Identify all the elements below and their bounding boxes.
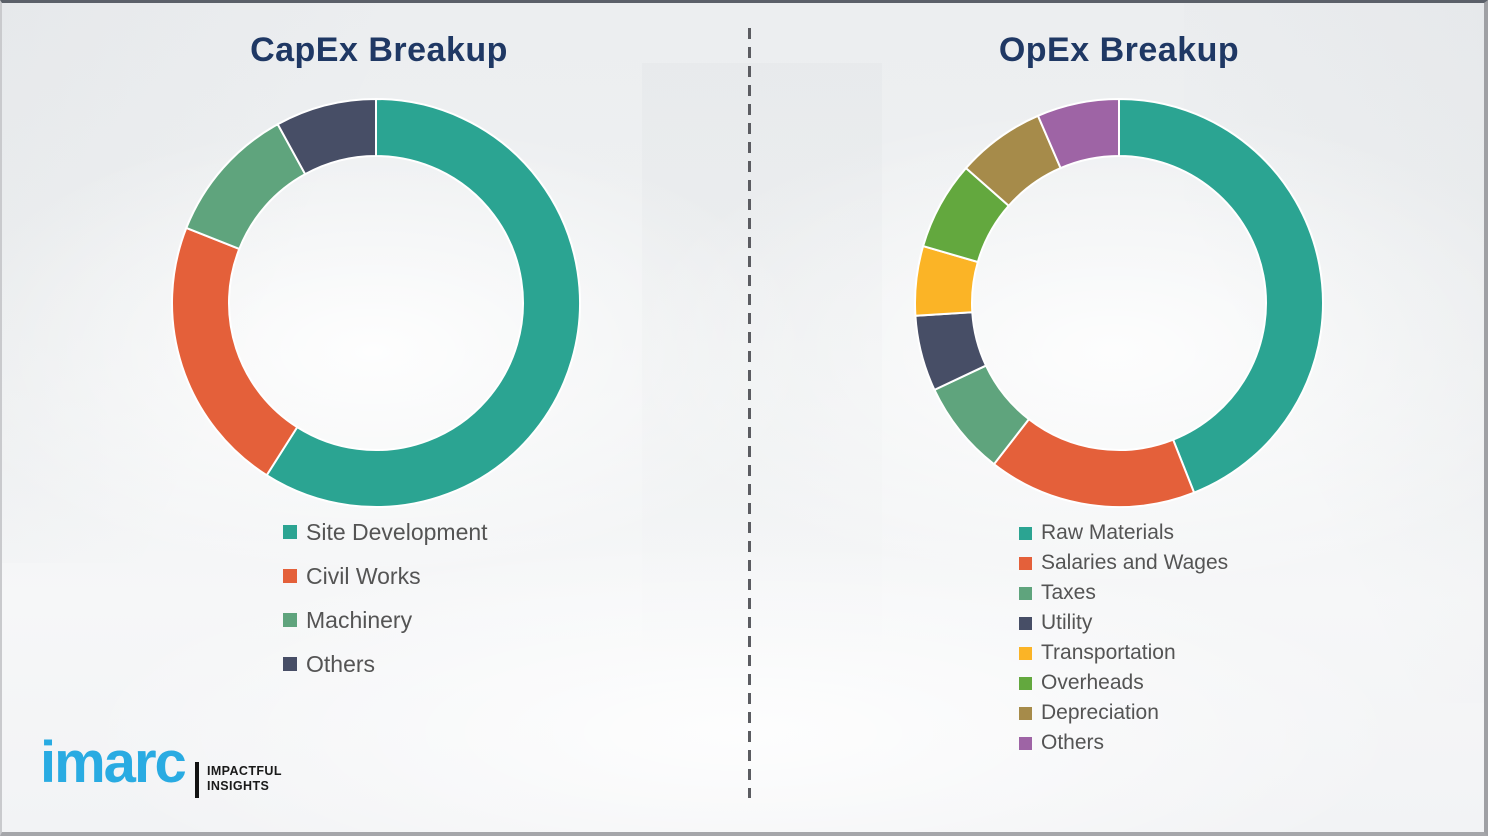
opex-chart-title: OpEx Breakup	[998, 31, 1240, 69]
legend-swatch-icon	[1019, 676, 1032, 690]
donut-segment-salaries-and-wages	[992, 417, 1196, 508]
legend-swatch-icon	[1019, 526, 1032, 540]
legend-label: Depreciation	[1041, 701, 1159, 724]
legend-item-others: Others	[1019, 728, 1228, 758]
capex-legend: Site Development Civil Works Machinery Othe…	[283, 510, 488, 686]
donut-segment-others	[1036, 97, 1120, 170]
capex-chart-title: CapEx Breakup	[250, 31, 508, 69]
legend-item-raw-materials: Raw Materials	[1019, 518, 1228, 548]
legend-swatch-icon	[1019, 556, 1032, 570]
legend-label: Transportation	[1041, 641, 1176, 664]
donut-segment-site-development	[265, 97, 581, 508]
legend-item-utility: Utility	[1019, 608, 1228, 638]
imarc-logo-tagline: IMPACTFUL INSIGHTS	[207, 764, 282, 795]
legend-item-civil-works: Civil Works	[283, 554, 488, 598]
legend-label: Raw Materials	[1041, 521, 1175, 544]
legend-label: Salaries and Wages	[1041, 551, 1229, 574]
legend-item-salaries-and-wages: Salaries and Wages	[1019, 548, 1228, 578]
legend-item-others: Others	[283, 642, 488, 686]
legend-swatch-icon	[283, 569, 297, 583]
tagline-line-1: IMPACTFUL	[207, 764, 282, 778]
imarc-logo: imarc IMPACTFUL INSIGHTS	[38, 729, 318, 815]
donut-segment-raw-materials	[1118, 97, 1324, 494]
legend-item-site-development: Site Development	[283, 510, 488, 554]
tagline-line-2: INSIGHTS	[207, 779, 270, 794]
legend-swatch-icon	[283, 613, 297, 627]
legend-swatch-icon	[1019, 706, 1032, 720]
logo-separator-bar	[195, 762, 199, 798]
legend-swatch-icon	[283, 525, 297, 539]
imarc-logo-wordmark: imarc	[40, 730, 187, 795]
legend-label: Taxes	[1041, 581, 1096, 604]
legend-label: Utility	[1041, 611, 1093, 634]
legend-swatch-icon	[1019, 616, 1032, 630]
legend-swatch-icon	[283, 657, 297, 671]
legend-swatch-icon	[1019, 736, 1032, 750]
legend-item-machinery: Machinery	[283, 598, 488, 642]
background-texture	[642, 63, 882, 683]
donut-segment-civil-works	[171, 226, 299, 477]
legend-item-overheads: Overheads	[1019, 668, 1228, 698]
donut-segment-others	[276, 97, 377, 176]
legend-label: Overheads	[1041, 671, 1144, 694]
legend-label: Site Development	[306, 518, 488, 545]
legend-label: Others	[306, 650, 376, 677]
legend-swatch-icon	[1019, 646, 1032, 660]
legend-label: Others	[1041, 731, 1105, 754]
legend-item-depreciation: Depreciation	[1019, 698, 1228, 728]
dashed-divider	[748, 28, 751, 798]
legend-swatch-icon	[1019, 586, 1032, 600]
legend-label: Civil Works	[306, 562, 421, 589]
legend-item-taxes: Taxes	[1019, 578, 1228, 608]
opex-legend: Raw Materials Salaries and Wages Taxes Util…	[1019, 518, 1228, 758]
capex-donut-chart	[171, 97, 581, 508]
legend-item-transportation: Transportation	[1019, 638, 1228, 668]
legend-label: Machinery	[306, 606, 413, 633]
opex-donut-chart	[914, 97, 1324, 508]
